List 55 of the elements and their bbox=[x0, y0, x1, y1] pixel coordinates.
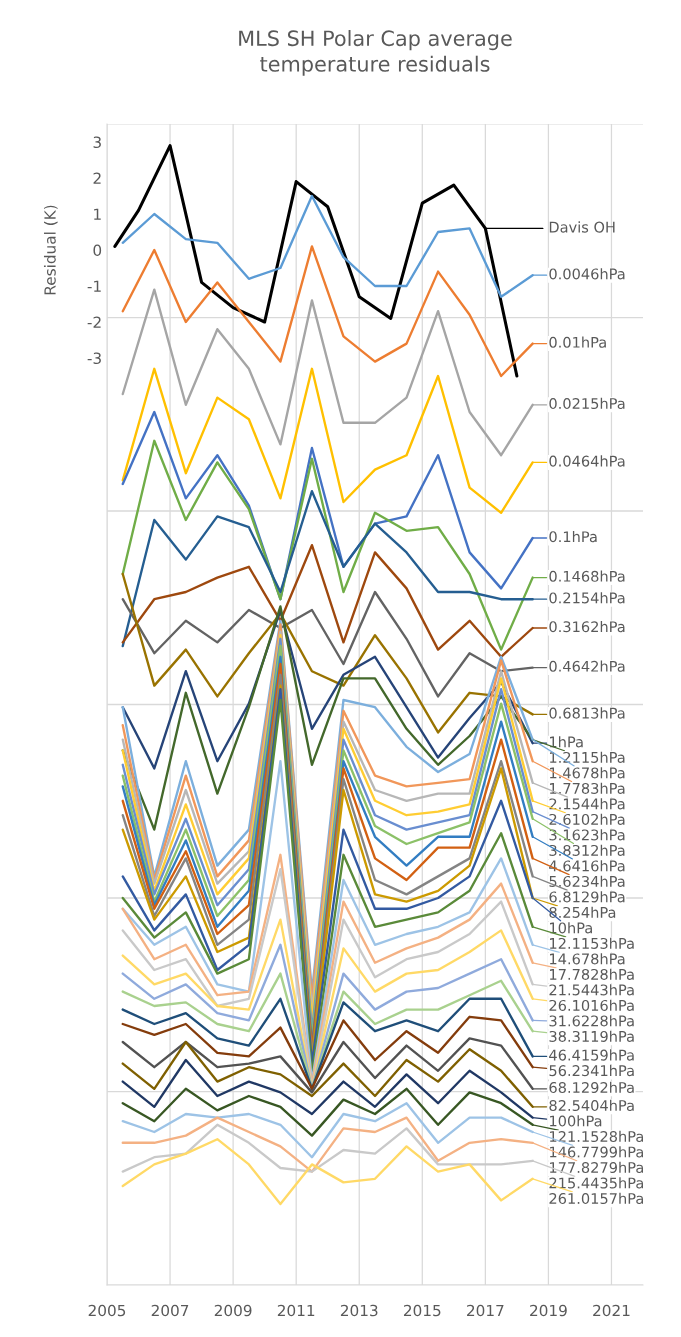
legend-label: 26.1016hPa bbox=[549, 999, 634, 1011]
series-label: 0.0046hPa bbox=[549, 268, 625, 280]
x-tick-label: 2017 bbox=[467, 1304, 504, 1317]
legend-label: 14.678hPa bbox=[550, 953, 625, 965]
x-tick-label: 2021 bbox=[593, 1304, 630, 1317]
legend-label: 2.1544hPa bbox=[549, 798, 625, 810]
y-tick-label: 1 bbox=[94, 208, 101, 220]
legend-label: 146.7799hPa bbox=[550, 1146, 643, 1158]
legend-label: 12.1153hPa bbox=[550, 937, 634, 949]
x-tick-label: 2009 bbox=[214, 1304, 252, 1317]
series-label: 0.3162hPa bbox=[549, 620, 625, 633]
legend-label: 121.1528hPa bbox=[550, 1130, 643, 1143]
series-label: 46.4159hPa bbox=[549, 1049, 634, 1061]
text: Davis OH bbox=[549, 221, 615, 233]
legend-label: 17.7828hPa bbox=[550, 968, 634, 980]
legend-label: 31.6228hPa bbox=[549, 1015, 634, 1027]
legend-label: 6.8129hPa bbox=[549, 891, 625, 903]
legend-label: 38.3119hPa bbox=[549, 1030, 634, 1042]
y-axis-title: Residual (K) bbox=[43, 205, 58, 295]
series-label: 1hPa bbox=[550, 736, 583, 748]
series-label: 68.1292hPa bbox=[549, 1081, 634, 1094]
legend-label: 5.6234hPa bbox=[549, 875, 625, 887]
series-label: 0.1468hPa bbox=[549, 570, 625, 582]
series-label: 0.0215hPa bbox=[549, 397, 625, 410]
y-tick-label: -1 bbox=[87, 280, 101, 292]
y-tick-label: 2 bbox=[93, 172, 101, 184]
series-label: 0.1hPa bbox=[549, 530, 597, 543]
series-label: 0.01hPa bbox=[549, 336, 606, 348]
y-tick-label: 0 bbox=[93, 244, 102, 257]
y-tick-label: -2 bbox=[87, 316, 101, 328]
x-tick-label: 2015 bbox=[403, 1304, 441, 1317]
legend-label: 100hPa bbox=[550, 1115, 602, 1127]
series-label: 0.6813hPa bbox=[549, 707, 625, 719]
legend-label: 21.5443hPa bbox=[549, 984, 634, 996]
x-tick-label: 2013 bbox=[340, 1304, 378, 1317]
legend-label: 261.0157hPa bbox=[549, 1192, 643, 1205]
x-tick-label: 2007 bbox=[151, 1304, 189, 1317]
legend-label: 215.4435hPa bbox=[549, 1177, 643, 1189]
y-tick-label: -3 bbox=[87, 352, 101, 365]
x-tick-label: 2005 bbox=[88, 1304, 126, 1317]
legend-label: 56.2341hPa bbox=[549, 1064, 634, 1077]
legend-label: 177.8279hPa bbox=[550, 1161, 643, 1174]
legend-label: 8.254hPa bbox=[549, 906, 616, 918]
series-label: 0.4642hPa bbox=[549, 660, 625, 672]
series-label: 0.2154hPa bbox=[549, 592, 625, 604]
legend-label: 4.6416hPa bbox=[549, 860, 625, 872]
legend-label: 2.6102hPa bbox=[549, 813, 625, 825]
y-tick-label: 3 bbox=[93, 136, 101, 149]
chart-title: MLS SH Polar Cap average temperature residuals bbox=[239, 30, 512, 76]
legend-label: 1.7783hPa bbox=[550, 782, 625, 794]
legend-label: 10hPa bbox=[550, 922, 592, 934]
series-label: 0.0464hPa bbox=[549, 455, 625, 467]
x-tick-label: 2011 bbox=[277, 1304, 315, 1317]
series-label: 82.5404hPa bbox=[549, 1099, 634, 1112]
x-tick-label: 2019 bbox=[530, 1304, 567, 1317]
